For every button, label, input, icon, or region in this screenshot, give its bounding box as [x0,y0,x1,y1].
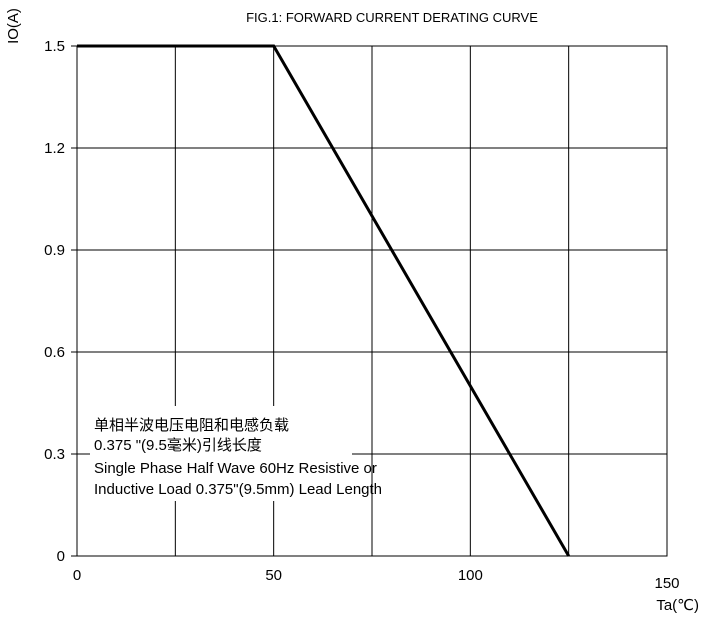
x-tick-label: 0 [73,567,81,584]
y-tick-label: 0 [57,548,65,565]
y-axis-label: IO(A) [5,8,22,44]
annotation-line: Inductive Load 0.375"(9.5mm) Lead Length [94,481,382,498]
y-tick-label: 1.5 [44,38,65,55]
annotation-line: Single Phase Half Wave 60Hz Resistive or [94,460,377,477]
series-group [77,44,570,557]
annotation-box: 单相半波电压电阻和电感负载 0.375 "(9.5毫米)引线长度 Single Ph… [90,406,382,501]
x-tick-label: 50 [265,567,282,584]
annotation-line: 单相半波电压电阻和电感负载 [94,417,289,434]
derating-curve [77,44,570,557]
plot-area [76,45,668,557]
y-tick-label: 0.3 [44,446,65,463]
y-tick-label: 0.6 [44,344,65,361]
x-tick-label: 150 [654,575,679,592]
y-tick-label: 1.2 [44,140,65,157]
x-axis-label: Ta(℃) [656,597,699,614]
chart-title: FIG.1: FORWARD CURRENT DERATING CURVE [246,10,538,25]
annotation-line: 0.375 "(9.5毫米)引线长度 [94,436,262,454]
grid-lines [77,46,667,556]
annotation-background [90,406,352,501]
y-tick-label: 0.9 [44,242,65,259]
x-tick-label: 100 [458,567,483,584]
tick-labels: 0 0.3 0.6 0.9 1.2 1.5 0 50 100 150 [44,38,679,592]
